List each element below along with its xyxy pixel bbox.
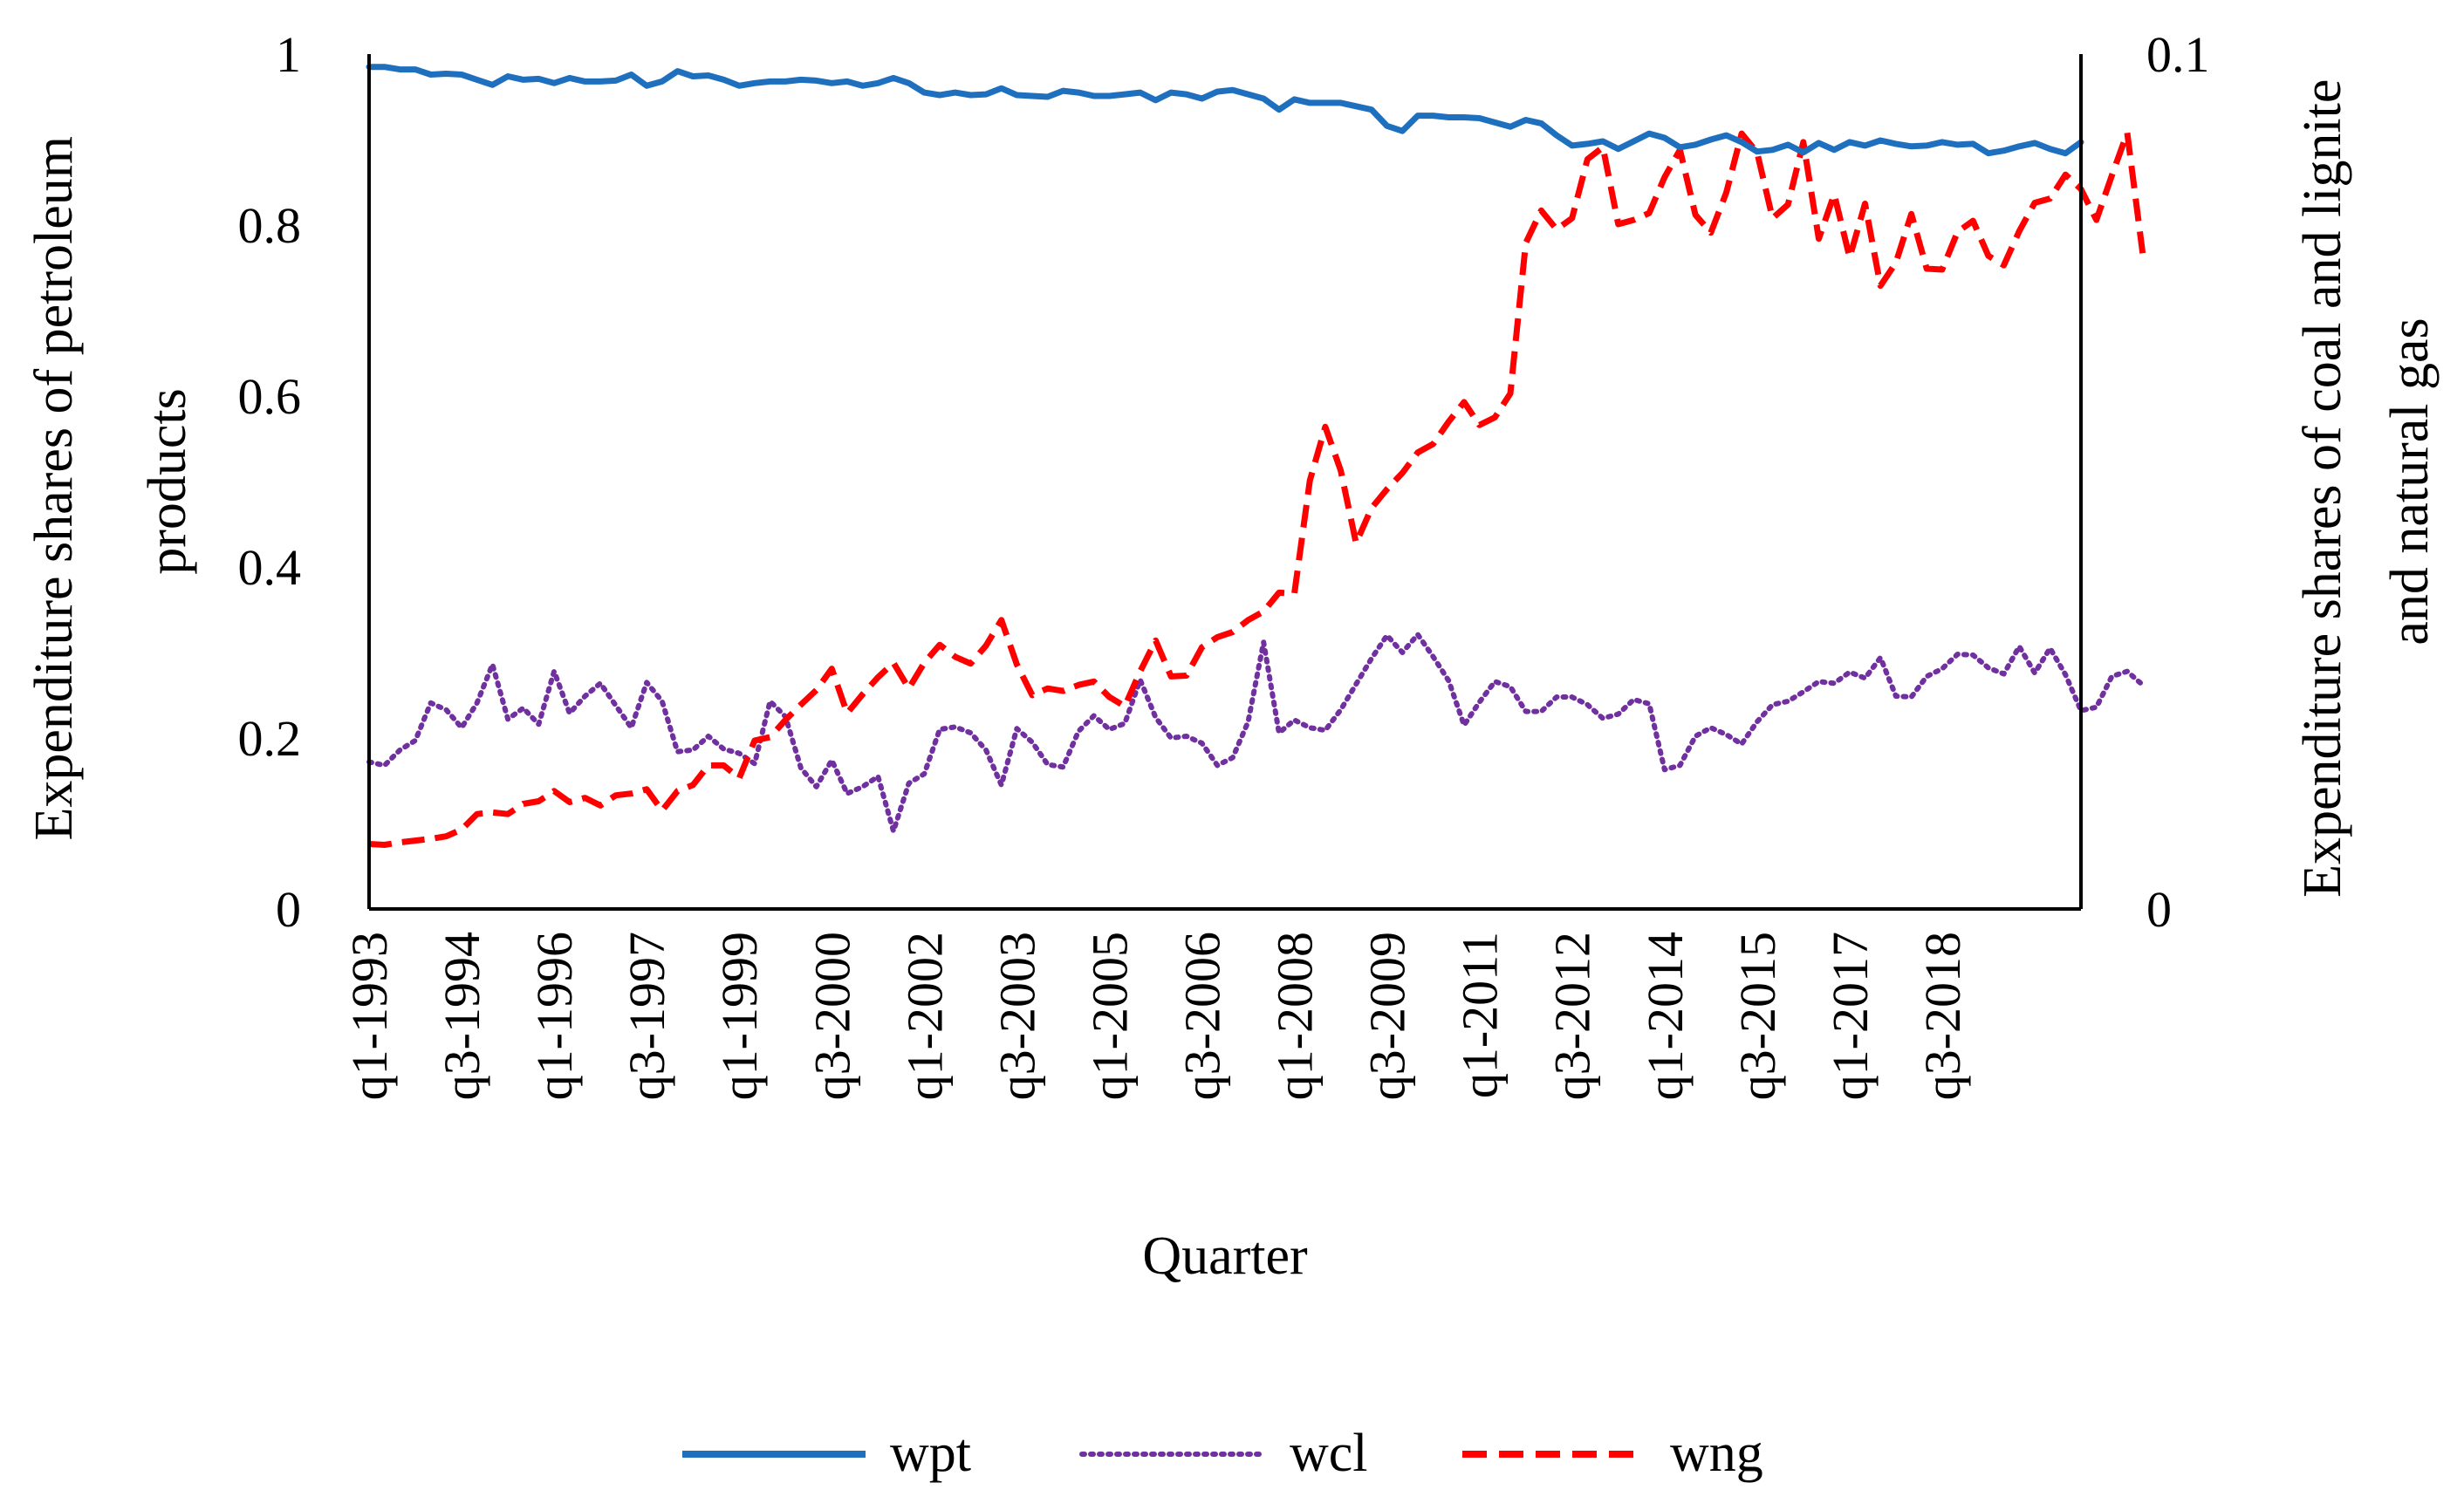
x-tick-label: q1-2002 bbox=[896, 932, 953, 1100]
legend-label-wpt: wpt bbox=[890, 1424, 971, 1483]
x-tick-label: q3-2009 bbox=[1359, 932, 1416, 1100]
left-y-tick-labels: 0 0.2 0.4 0.6 0.8 1 bbox=[238, 26, 302, 938]
right-y-tick-labels: 0 0.1 bbox=[2146, 26, 2210, 938]
left-y-tick-label: 1 bbox=[276, 26, 301, 83]
legend-label-wcl: wcl bbox=[1290, 1424, 1368, 1483]
x-tick-labels: q1-1993 q3-1994 q1-1996 q3-1997 q1-1999 q3-20… bbox=[341, 932, 1971, 1100]
x-tick-label: q3-2000 bbox=[804, 932, 860, 1100]
left-y-tick-label: 0.6 bbox=[238, 368, 302, 425]
x-tick-label: q1-1993 bbox=[341, 932, 398, 1100]
series-layer bbox=[366, 64, 2146, 848]
x-tick-label: q3-2018 bbox=[1914, 932, 1971, 1100]
x-axis-title: Quarter bbox=[1142, 1226, 1308, 1286]
left-y-tick-label: 0 bbox=[276, 881, 301, 938]
left-y-axis-title: Expenditure shares of petroleum products bbox=[24, 123, 197, 841]
right-y-axis-title-line1: Expenditure shares of coal and lignite bbox=[2293, 79, 2352, 898]
left-y-tick-label: 0.2 bbox=[238, 710, 302, 767]
x-tick-label: q3-1997 bbox=[619, 932, 675, 1100]
x-tick-label: q3-2003 bbox=[989, 932, 1045, 1100]
x-tick-label: q1-2017 bbox=[1822, 932, 1879, 1100]
x-tick-label: q1-1999 bbox=[711, 932, 768, 1100]
right-y-axis-title-line2: and natural gas bbox=[2380, 318, 2440, 645]
x-tick-label: q3-1994 bbox=[434, 932, 490, 1100]
legend: wpt wcl wng bbox=[682, 1424, 1763, 1483]
left-y-tick-label: 0.8 bbox=[238, 197, 302, 254]
x-tick-label: q1-1996 bbox=[526, 932, 583, 1100]
x-tick-label: q3-2006 bbox=[1174, 932, 1231, 1100]
right-y-axis-title: Expenditure shares of coal and lignite a… bbox=[2293, 65, 2440, 898]
left-y-axis-title-line2: products bbox=[138, 388, 197, 575]
right-y-tick-label: 0 bbox=[2146, 881, 2172, 938]
x-tick-label: q3-2012 bbox=[1544, 932, 1601, 1100]
legend-label-wng: wng bbox=[1670, 1424, 1763, 1483]
right-y-tick-label: 0.1 bbox=[2146, 26, 2210, 83]
series-line-wcl bbox=[366, 632, 2146, 834]
x-tick-label: q1-2011 bbox=[1452, 932, 1509, 1098]
left-y-axis-title-line1: Expenditure shares of petroleum bbox=[24, 136, 84, 840]
series-line-wpt bbox=[366, 64, 2084, 157]
x-tick-label: q1-2014 bbox=[1637, 932, 1694, 1100]
x-tick-label: q3-2015 bbox=[1729, 932, 1786, 1100]
series-line-wng bbox=[368, 129, 2146, 848]
x-tick-label: q1-2008 bbox=[1267, 932, 1324, 1100]
x-tick-label: q1-2005 bbox=[1081, 932, 1138, 1100]
left-y-tick-label: 0.4 bbox=[238, 539, 302, 596]
